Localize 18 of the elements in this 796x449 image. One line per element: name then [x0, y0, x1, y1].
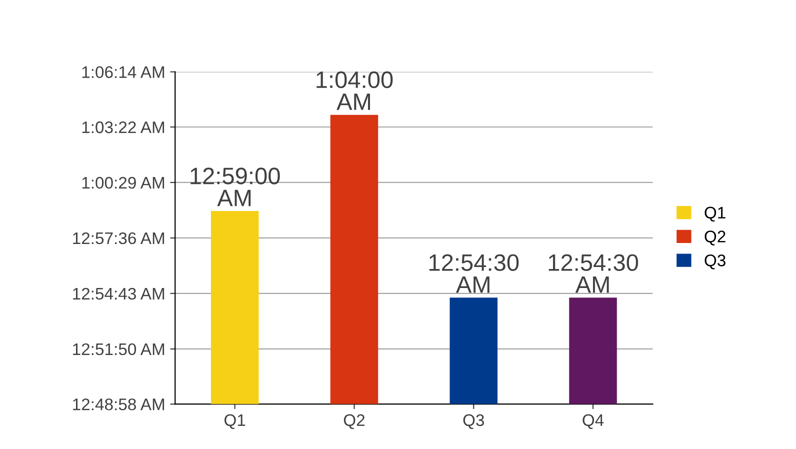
- x-tick-label: Q1: [224, 414, 246, 430]
- data-label: 12:54:30 AM: [429, 254, 519, 293]
- y-tick-label: 12:54:43 AM: [73, 288, 164, 300]
- y-tick-label: 1:06:14 AM: [82, 66, 164, 78]
- y-tick-label: 1:00:29 AM: [82, 176, 164, 189]
- x-tick-label: Q2: [344, 414, 364, 430]
- data-label: 12:59:00 AM: [190, 168, 280, 206]
- y-tick-label: 1:03:22 AM: [82, 121, 164, 134]
- y-tick-label: 12:48:58 AM: [73, 398, 164, 410]
- legend-label: Q3: [704, 254, 726, 270]
- y-tick-label: 12:51:50 AM: [73, 343, 164, 356]
- data-label: 12:54:30 AM: [548, 254, 638, 293]
- x-tick-label: Q3: [463, 414, 484, 430]
- x-tick-label: Q4: [582, 414, 604, 430]
- y-tick-label: 12:57:36 AM: [73, 232, 164, 244]
- legend-label: Q1: [704, 206, 726, 222]
- legend-label: Q2: [704, 230, 726, 246]
- data-label: 1:04:00 AM: [316, 71, 393, 110]
